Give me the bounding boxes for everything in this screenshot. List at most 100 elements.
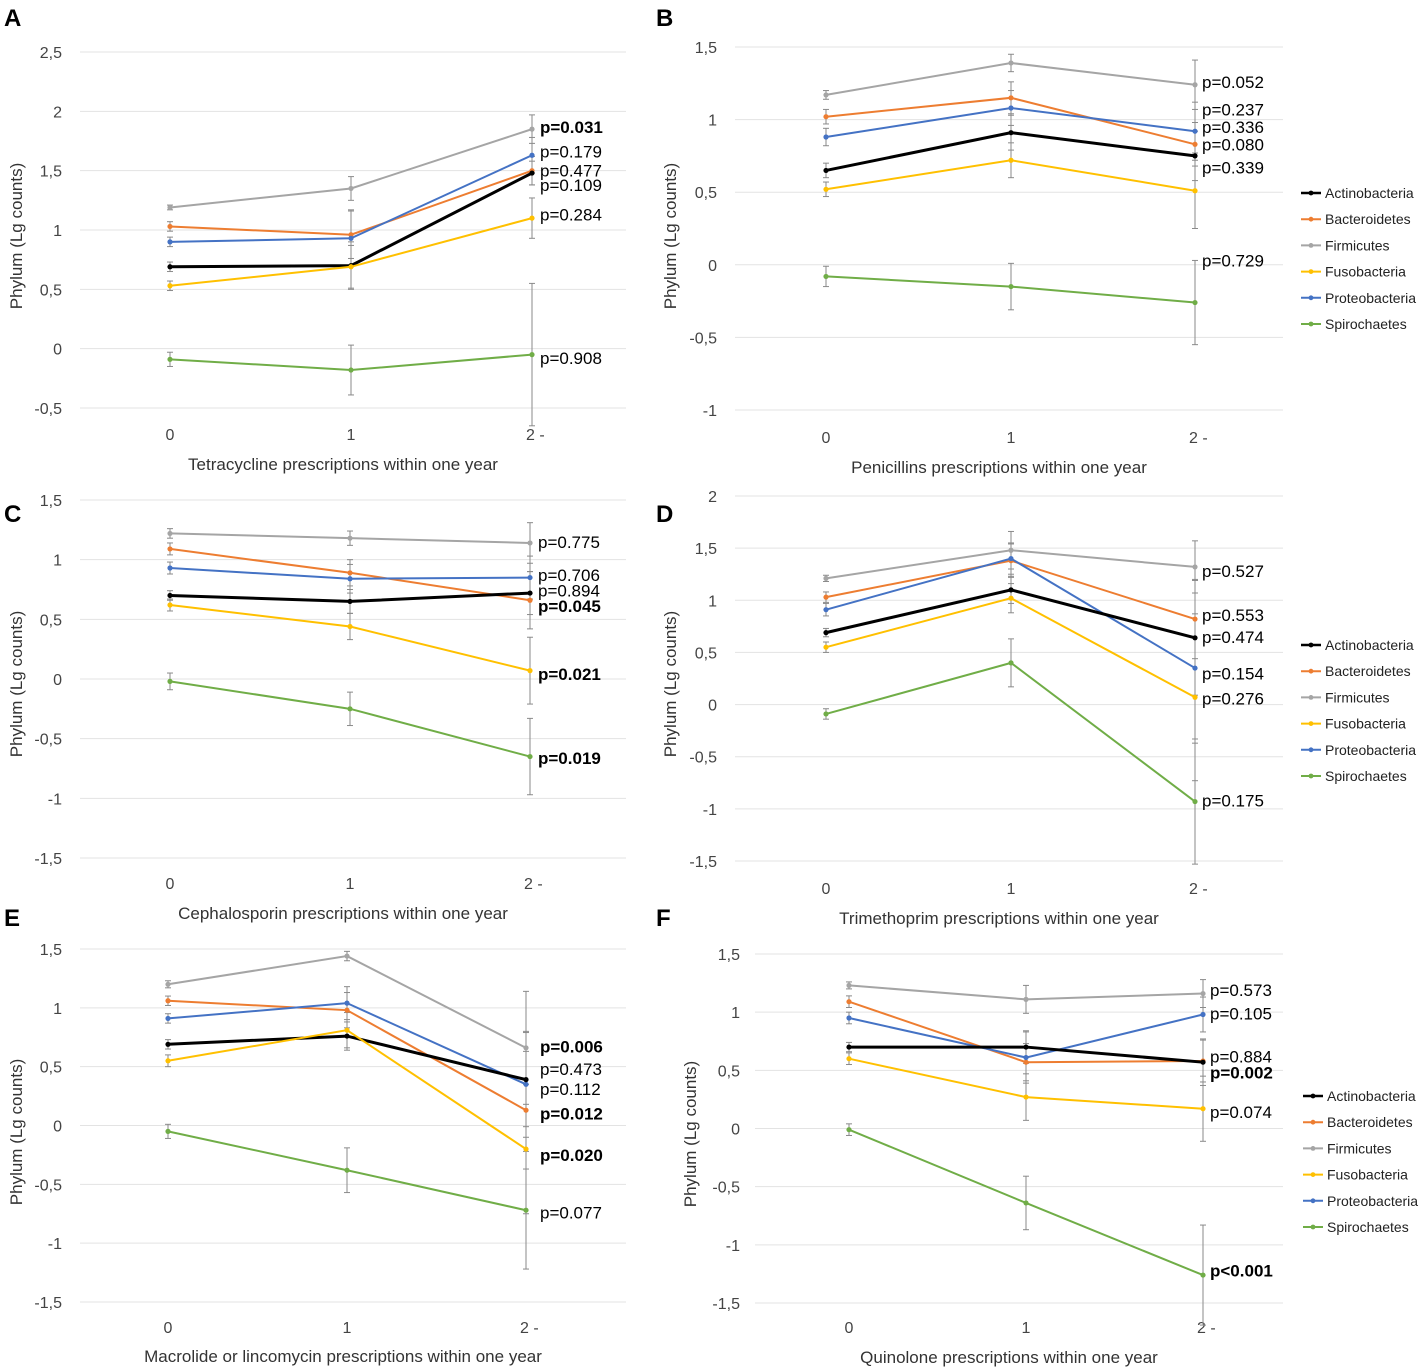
data-point-proteobacteria xyxy=(1008,555,1014,562)
data-point-actinobacteria xyxy=(529,170,535,176)
y-tick-label: 0 xyxy=(708,258,717,275)
legend-marker xyxy=(1308,695,1314,700)
data-point-firmicutes xyxy=(347,535,353,541)
p-value-label: p=0.077 xyxy=(540,1204,602,1223)
y-tick-label: 0,5 xyxy=(40,282,62,299)
y-tick-label: 1,5 xyxy=(40,942,62,959)
x-tick-label: 2 - xyxy=(1189,430,1208,447)
data-point-fusobacteria xyxy=(347,623,353,630)
data-point-fusobacteria xyxy=(1200,1106,1206,1112)
y-tick-label: -1,5 xyxy=(34,1295,62,1312)
data-point-firmicutes xyxy=(1200,990,1206,997)
data-point-fusobacteria xyxy=(344,1027,350,1033)
data-point-spirochaetes xyxy=(1008,660,1014,666)
data-point-fusobacteria xyxy=(823,644,829,650)
data-point-proteobacteria xyxy=(823,134,829,140)
p-value-label: p=0.109 xyxy=(540,176,602,195)
legend-label: Fusobacteria xyxy=(1327,1167,1408,1183)
data-point-proteobacteria xyxy=(529,152,535,158)
panel-d: D -1,5 -1 -0,5 0 0,5 1 1,5 2 0 1 2 - Trimethoprim pr… xyxy=(656,489,1416,928)
data-point-proteobacteria xyxy=(167,239,173,245)
panel-letter: E xyxy=(4,905,20,932)
legend-marker xyxy=(1310,1198,1316,1204)
x-tick-label: 2 - xyxy=(1197,1320,1216,1337)
p-value-label: p=0.474 xyxy=(1202,628,1264,647)
data-point-actinobacteria xyxy=(165,1041,171,1047)
p-value-label: p=0.179 xyxy=(540,143,602,162)
data-point-proteobacteria xyxy=(523,1081,529,1087)
data-point-proteobacteria xyxy=(1192,128,1198,134)
data-point-proteobacteria xyxy=(165,1015,171,1022)
legend-marker xyxy=(1308,295,1314,301)
panel-a: A -0,5 0 0,5 1 1,5 2 2,5 0 1 2 - Tetracycline presc… xyxy=(4,5,626,474)
y-tick-label: 2,5 xyxy=(40,45,62,62)
panel-letter: F xyxy=(656,905,671,932)
p-value-label: p=0.074 xyxy=(1210,1103,1272,1122)
data-point-spirochaetes xyxy=(527,753,533,760)
data-point-actinobacteria xyxy=(523,1077,529,1083)
legend-label: Fusobacteria xyxy=(1325,264,1406,280)
legend-marker xyxy=(1308,216,1314,222)
data-point-firmicutes xyxy=(529,126,535,132)
p-value-label: p=0.031 xyxy=(540,118,603,137)
y-tick-label: 0 xyxy=(708,698,717,715)
x-tick-label: 0 xyxy=(166,427,175,444)
y-tick-label: 0,5 xyxy=(718,1063,740,1080)
x-tick-label: 0 xyxy=(164,1320,173,1337)
y-axis-title: Phylum (Lg counts) xyxy=(681,1061,700,1207)
data-point-proteobacteria xyxy=(1200,1011,1206,1018)
data-point-actinobacteria xyxy=(1023,1044,1029,1050)
y-axis-title: Phylum (Lg counts) xyxy=(7,1059,26,1205)
data-point-proteobacteria xyxy=(823,607,829,613)
data-point-bacteroidetes xyxy=(823,594,829,600)
data-point-proteobacteria xyxy=(347,576,353,582)
y-tick-label: -0,5 xyxy=(689,330,717,347)
y-axis-title: Phylum (Lg counts) xyxy=(7,611,26,757)
y-tick-label: 0,5 xyxy=(695,185,717,202)
data-point-spirochaetes xyxy=(165,1128,171,1134)
data-point-firmicutes xyxy=(1008,60,1014,66)
y-tick-label: 0 xyxy=(53,1119,62,1136)
y-tick-label: 1,5 xyxy=(40,493,62,510)
y-tick-label: -1 xyxy=(703,403,717,420)
x-tick-label: 1 xyxy=(347,427,356,444)
x-tick-label: 0 xyxy=(822,881,831,898)
legend-marker xyxy=(1308,243,1314,248)
p-value-label: p=0.080 xyxy=(1202,135,1264,154)
x-tick-label: 1 xyxy=(1022,1320,1031,1337)
legend-marker xyxy=(1308,190,1314,196)
y-tick-label: -0,5 xyxy=(34,732,62,749)
data-point-spirochaetes xyxy=(1008,283,1014,290)
p-value-label: p=0.908 xyxy=(540,349,602,368)
legend-label: Actinobacteria xyxy=(1325,185,1414,201)
p-value-label: p=0.019 xyxy=(538,749,601,768)
x-tick-label: 2 - xyxy=(526,427,545,444)
data-point-fusobacteria xyxy=(348,264,354,270)
y-tick-label: 1,5 xyxy=(695,541,717,558)
data-point-bacteroidetes xyxy=(523,1107,529,1113)
legend-label: Bacteroidetes xyxy=(1325,211,1411,227)
y-tick-label: -0,5 xyxy=(34,1177,62,1194)
legend-label: Spirochaetes xyxy=(1325,316,1407,332)
y-tick-label: 0 xyxy=(53,342,62,359)
y-axis-title: Phylum (Lg counts) xyxy=(661,163,680,309)
data-point-spirochaetes xyxy=(1192,798,1198,805)
data-point-firmicutes xyxy=(1008,547,1014,553)
data-point-actinobacteria xyxy=(167,264,173,270)
panel-letter: A xyxy=(4,5,21,32)
x-tick-label: 0 xyxy=(845,1320,854,1337)
y-tick-label: 1,5 xyxy=(718,947,740,964)
data-point-fusobacteria xyxy=(523,1146,529,1152)
data-point-spirochaetes xyxy=(344,1167,350,1173)
p-value-label: p=0.884 xyxy=(1210,1047,1272,1066)
p-value-label: p=0.276 xyxy=(1202,689,1264,708)
data-point-firmicutes xyxy=(167,530,173,537)
legend-marker xyxy=(1310,1224,1316,1230)
panel-letter: C xyxy=(4,501,21,528)
y-tick-label: -0,5 xyxy=(712,1180,740,1197)
data-point-spirochaetes xyxy=(347,706,353,712)
y-tick-label: -0,5 xyxy=(34,401,62,418)
y-tick-label: -1 xyxy=(703,802,717,819)
y-axis-title: Phylum (Lg counts) xyxy=(661,611,680,757)
